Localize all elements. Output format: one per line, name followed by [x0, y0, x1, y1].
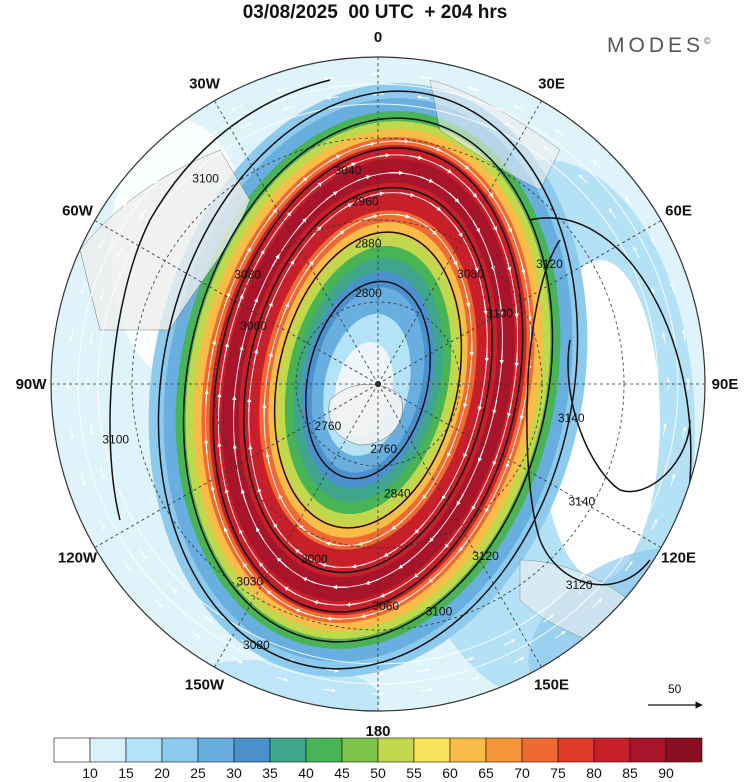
contour-label: 3140 — [558, 411, 585, 425]
contour-label: 3140 — [569, 495, 596, 509]
reference-vector-label: 50 — [668, 682, 682, 696]
contour-label: 3000 — [301, 552, 328, 566]
meridian-label: 120E — [661, 550, 696, 567]
colorbar-label: 15 — [118, 765, 134, 781]
meridian-label: 120W — [58, 550, 98, 567]
colorbar-label: 90 — [658, 765, 674, 781]
meridian-label: 90E — [712, 376, 739, 393]
meridian-label: 30E — [538, 75, 565, 92]
meridian-label: 180 — [365, 723, 390, 740]
colorbar-swatch — [197, 737, 235, 763]
colorbar-swatch — [89, 737, 127, 763]
graticule — [51, 57, 705, 711]
brand-logo: MODES© — [607, 34, 711, 58]
contour-label: 3060 — [372, 599, 399, 613]
meridian-label: 60W — [62, 203, 94, 220]
colorbar-label: 10 — [82, 765, 98, 781]
contour-label: 3080 — [457, 267, 484, 281]
colorbar-label: 70 — [514, 765, 530, 781]
colorbar-label: 50 — [370, 765, 386, 781]
colorbar-swatch — [233, 737, 271, 763]
colorbar-swatch — [521, 737, 559, 763]
contour-label: 2760 — [370, 442, 397, 456]
contour-label: 3120 — [472, 549, 499, 563]
meridian-label: 0 — [374, 29, 382, 46]
contour-label: 2840 — [384, 486, 411, 500]
contour-label: 3120 — [566, 578, 593, 592]
colorbar-label: 25 — [190, 765, 206, 781]
meridian-label: 60E — [665, 203, 692, 220]
colorbar-label: 60 — [442, 765, 458, 781]
contour-label: 2760 — [315, 419, 342, 433]
brand-text: MODES — [607, 34, 705, 57]
contour-label: 3100 — [426, 604, 453, 618]
brand-mark: © — [704, 36, 711, 46]
meridian-label: 150W — [185, 677, 225, 694]
colorbar-label: 80 — [586, 765, 602, 781]
colorbar-swatch — [161, 737, 199, 763]
contour-label: 3060 — [240, 319, 267, 333]
colorbar-swatch — [665, 737, 703, 763]
colorbar-label: 75 — [550, 765, 566, 781]
colorbar-swatch — [485, 737, 523, 763]
contour-label: 3040 — [335, 163, 362, 177]
contour-label: 3120 — [536, 257, 563, 271]
contour-label: 3030 — [236, 574, 263, 588]
colorbar-label: 45 — [334, 765, 350, 781]
colorbar-swatch — [269, 737, 307, 763]
contour-label: 3100 — [192, 172, 219, 186]
colorbar-label: 40 — [298, 765, 314, 781]
contour-label: 3100 — [486, 307, 513, 321]
colorbar-swatch — [125, 737, 163, 763]
colorbar-swatch — [305, 737, 343, 763]
colorbar-swatch — [557, 737, 595, 763]
colorbar-swatch — [53, 737, 91, 763]
meridian-label: 150E — [534, 677, 569, 694]
map-border — [50, 56, 706, 712]
meridian-label: 90W — [16, 376, 48, 393]
contour-label: 3100 — [102, 433, 129, 447]
colorbar-label: 30 — [226, 765, 242, 781]
contour-label: 3080 — [234, 268, 261, 282]
colorbar-label: 20 — [154, 765, 170, 781]
meridian-label: 30W — [189, 75, 221, 92]
colorbar-label: 55 — [406, 765, 422, 781]
colorbar-label: 35 — [262, 765, 278, 781]
contour-label: 3080 — [243, 638, 270, 652]
colorbar-label: 65 — [478, 765, 494, 781]
colorbar-swatch — [413, 737, 451, 763]
colorbar-swatch — [629, 737, 667, 763]
colorbar-swatch — [593, 737, 631, 763]
colorbar-swatch — [341, 737, 379, 763]
contour-label: 2880 — [355, 237, 382, 251]
contour-label: 2800 — [355, 286, 382, 300]
map-title: 03/08/2025 00 UTC + 204 hrs — [242, 2, 508, 23]
colorbar-label: 85 — [622, 765, 638, 781]
colorbar-swatch — [377, 737, 415, 763]
wind-speed-field — [51, 57, 705, 711]
contour-label: 2960 — [352, 194, 379, 208]
colorbar: 10 15 20 25 30 35 40 45 50 55 60 65 70 75 80 85 90 — [53, 737, 703, 781]
colorbar-swatch — [449, 737, 487, 763]
